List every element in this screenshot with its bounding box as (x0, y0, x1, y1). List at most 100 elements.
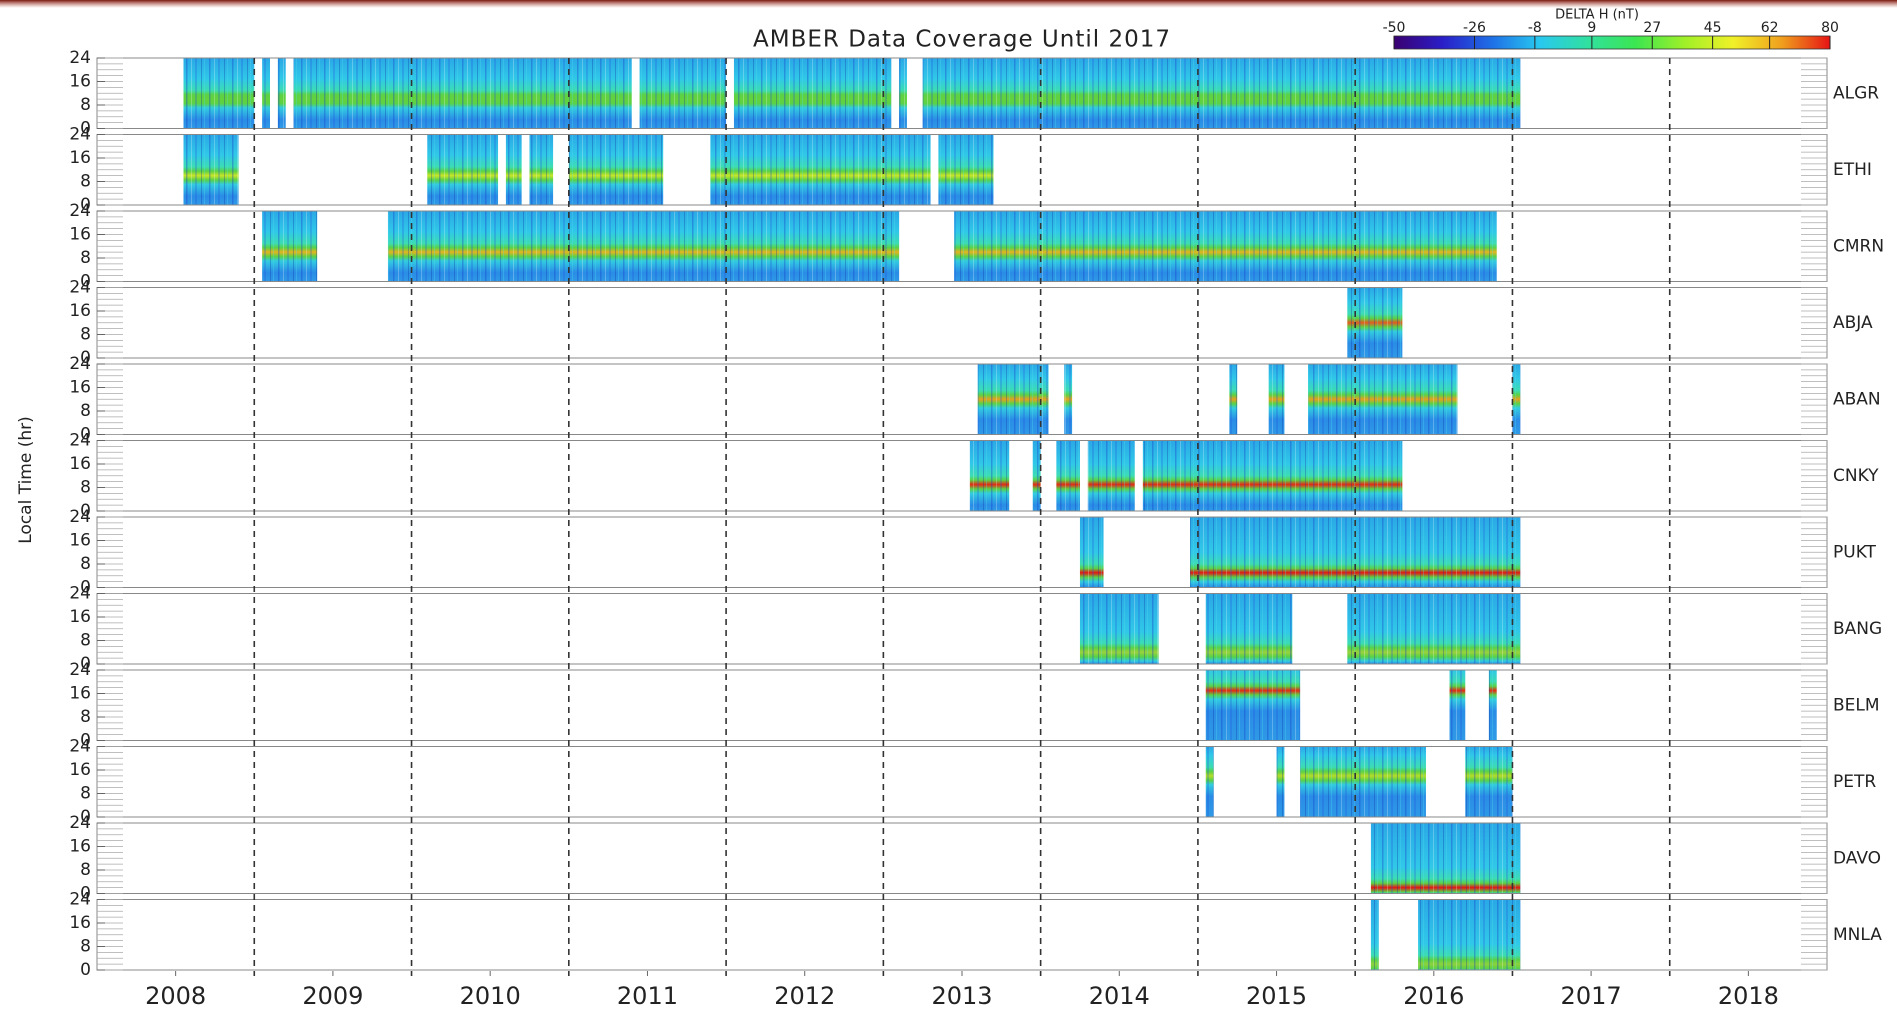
y-tick-label: 16 (69, 607, 91, 627)
chart: AMBER Data Coverage Until 2017 DELTA H (… (0, 0, 1897, 1013)
segment-texture (710, 135, 930, 206)
y-tick-label: 24 (69, 890, 91, 910)
segment-texture (1269, 364, 1285, 435)
segment-texture (262, 58, 270, 129)
colorbar-tick-label: 27 (1643, 20, 1661, 36)
x-tick-label: 2009 (302, 982, 363, 1010)
y-tick-label: 16 (69, 72, 91, 92)
y-axis-label: Local Time (hr) (16, 416, 36, 544)
segment-texture (1300, 747, 1426, 818)
y-tick-label: 8 (80, 937, 91, 957)
segment-texture (1371, 823, 1520, 894)
segment-texture (1347, 594, 1520, 665)
colorbar (1394, 36, 1830, 49)
segment-texture (506, 135, 522, 206)
y-tick-label: 24 (69, 354, 91, 374)
segment-texture (1489, 670, 1497, 741)
y-tick-label: 24 (69, 737, 91, 757)
segment-texture (954, 211, 1497, 282)
y-tick-label: 16 (69, 531, 91, 551)
y-tick-label: 0 (80, 960, 91, 980)
segment-texture (1465, 747, 1512, 818)
segment-texture (1371, 900, 1379, 971)
panel-frame (97, 594, 1827, 665)
station-label: ABAN (1833, 389, 1881, 409)
colorbar-tick-label: -8 (1528, 20, 1542, 36)
segment-texture (938, 135, 993, 206)
segment-texture (734, 58, 891, 129)
colorbar-tick-label: -50 (1383, 20, 1406, 36)
segment-texture (294, 58, 632, 129)
y-tick-label: 24 (69, 125, 91, 145)
station-label: CMRN (1833, 236, 1884, 256)
panel-frame (97, 747, 1827, 818)
y-tick-label: 16 (69, 760, 91, 780)
segment-texture (1033, 441, 1041, 512)
x-tick-label: 2018 (1718, 982, 1779, 1010)
station-label: DAVO (1833, 848, 1881, 868)
segment-texture (569, 135, 663, 206)
segment-texture (184, 58, 255, 129)
y-tick-label: 8 (80, 172, 91, 192)
segment-texture (1229, 364, 1237, 435)
segment-texture (1206, 670, 1300, 741)
segment-texture (278, 58, 286, 129)
segment-texture (1080, 594, 1159, 665)
panel-frame (97, 670, 1827, 741)
station-label: PETR (1833, 772, 1876, 792)
segment-texture (427, 135, 498, 206)
segment-texture (899, 58, 907, 129)
x-tick-label: 2011 (617, 982, 678, 1010)
x-tick-label: 2013 (931, 982, 992, 1010)
panel-frame (97, 364, 1827, 435)
y-tick-label: 16 (69, 913, 91, 933)
segment-texture (1277, 747, 1285, 818)
station-label: CNKY (1833, 466, 1879, 486)
y-tick-label: 16 (69, 148, 91, 168)
y-tick-label: 24 (69, 584, 91, 604)
panel-frame (97, 441, 1827, 512)
segment-texture (1088, 441, 1135, 512)
station-label: ABJA (1833, 313, 1873, 333)
x-tick-label: 2016 (1403, 982, 1464, 1010)
y-tick-label: 8 (80, 860, 91, 880)
colorbar-tick-label: 9 (1587, 20, 1596, 36)
y-tick-label: 8 (80, 325, 91, 345)
segment-texture (970, 441, 1009, 512)
colorbar-label: DELTA H (nT) (1555, 8, 1639, 23)
panel-frame (97, 288, 1827, 359)
chart-title: AMBER Data Coverage Until 2017 (753, 27, 1171, 53)
y-tick-label: 24 (69, 431, 91, 451)
station-label: BANG (1833, 619, 1882, 639)
y-tick-label: 8 (80, 784, 91, 804)
segment-texture (262, 211, 317, 282)
segment-texture (978, 364, 1049, 435)
y-tick-label: 8 (80, 554, 91, 574)
y-tick-label: 16 (69, 837, 91, 857)
y-tick-label: 16 (69, 301, 91, 321)
y-tick-label: 8 (80, 248, 91, 268)
segment-texture (1512, 364, 1520, 435)
segment-texture (1206, 594, 1293, 665)
y-tick-label: 24 (69, 507, 91, 527)
segment-texture (1450, 670, 1466, 741)
y-tick-label: 16 (69, 454, 91, 474)
segment-texture (1143, 441, 1403, 512)
x-tick-label: 2010 (460, 982, 521, 1010)
x-tick-label: 2015 (1246, 982, 1307, 1010)
segment-texture (1064, 364, 1072, 435)
segment-texture (1418, 900, 1520, 971)
station-label: PUKT (1833, 542, 1877, 562)
y-tick-label: 8 (80, 95, 91, 115)
y-tick-label: 8 (80, 478, 91, 498)
station-label: ETHI (1833, 160, 1872, 180)
y-tick-label: 16 (69, 378, 91, 398)
panel-frame (97, 517, 1827, 588)
y-tick-label: 24 (69, 201, 91, 221)
y-tick-label: 24 (69, 278, 91, 298)
y-tick-label: 16 (69, 684, 91, 704)
x-tick-label: 2012 (774, 982, 835, 1010)
segment-texture (1080, 517, 1104, 588)
y-tick-label: 16 (69, 225, 91, 245)
panel-frame (97, 900, 1827, 971)
